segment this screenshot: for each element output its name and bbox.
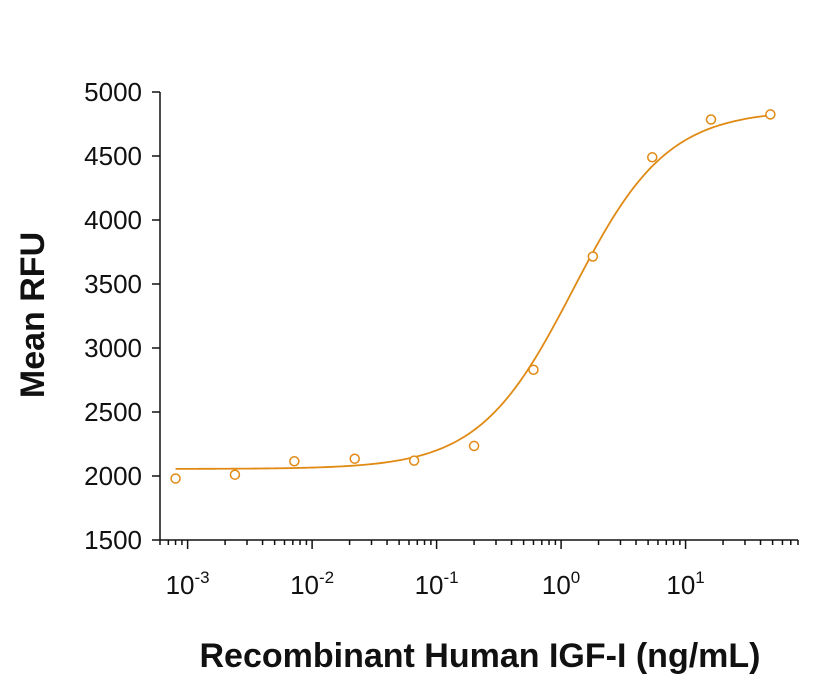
y-tick-label: 3500 [84,269,142,299]
fit-curve-layer [175,114,771,470]
data-point [229,469,241,480]
data-points-layer [170,109,776,484]
x-tick-label: 10-1 [415,568,459,600]
y-tick-label: 4500 [84,141,142,171]
fit-curve [175,114,771,470]
data-point [170,473,181,484]
y-tick-label: 2500 [84,397,142,427]
data-point [587,251,599,262]
axes: 1500 2000 2500 3000 3500 4000 4500 5000 10-3 10-2… [84,77,799,600]
y-tick-label: 4000 [84,205,142,235]
y-tick-label: 2000 [84,461,142,491]
data-point [349,453,360,464]
data-point [289,456,300,467]
y-tick-label: 1500 [84,525,142,555]
y-tick-label: 3000 [84,333,142,363]
data-point [408,455,420,466]
data-point [765,109,776,120]
x-tick-label: 100 [542,568,580,600]
x-axis-title: Recombinant Human IGF-I (ng/mL) [200,637,761,675]
data-point [705,114,717,125]
y-axis-title: Mean RFU [14,232,52,398]
x-tick-label: 101 [666,568,704,600]
data-point [468,440,480,452]
x-tick-label: 10-3 [166,568,210,600]
data-point [647,152,658,163]
data-point [528,364,539,376]
x-tick-label: 10-2 [290,568,334,600]
y-tick-label: 5000 [84,77,142,107]
